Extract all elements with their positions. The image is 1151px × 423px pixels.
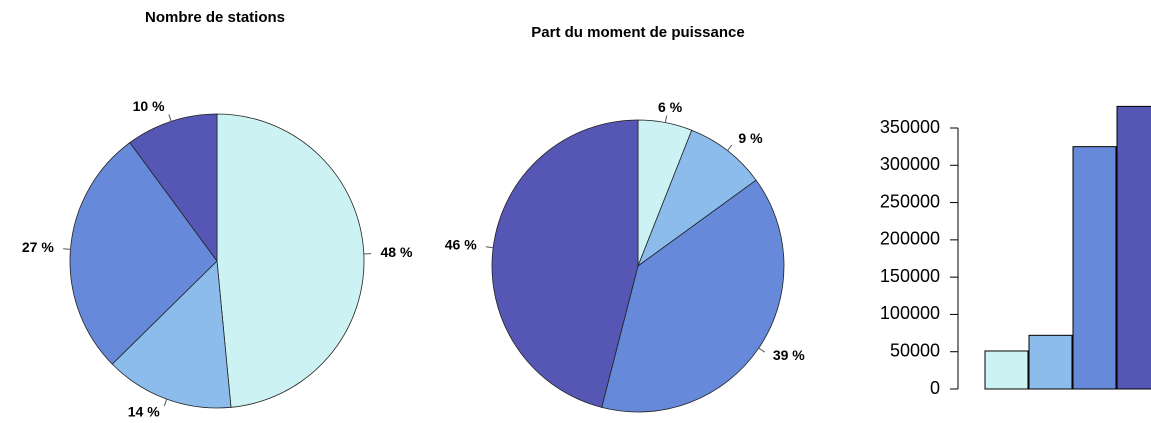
pie-slice (69, 142, 218, 365)
y-tick-label: 0 (930, 378, 940, 398)
pie-slice (601, 179, 785, 413)
data-label: 6 % (658, 99, 683, 115)
label-tick (664, 115, 668, 123)
bar (1028, 334, 1073, 390)
pie-slice (491, 119, 639, 408)
label-tick (485, 246, 494, 249)
data-label: 10 % (133, 98, 165, 114)
label-tick (758, 347, 766, 353)
y-tick-label: 250000 (880, 191, 940, 211)
data-label: 9 % (738, 130, 763, 146)
y-tick-label: 150000 (880, 266, 940, 286)
chart-title: Nombre de stations (145, 9, 285, 26)
pie-slice (129, 113, 218, 263)
y-tick-label: 200000 (880, 229, 940, 249)
data-label: 39 % (773, 347, 805, 363)
label-tick (168, 114, 172, 122)
y-tick-label: 100000 (880, 303, 940, 323)
bar (1072, 146, 1117, 390)
y-tick-label: 300000 (880, 154, 940, 174)
data-label: 46 % (445, 237, 477, 253)
data-label: 27 % (22, 239, 54, 255)
pie-slice (216, 113, 365, 408)
y-tick-label: 350000 (880, 117, 940, 137)
label-tick (163, 398, 168, 407)
bar (984, 350, 1029, 390)
label-tick (63, 248, 71, 250)
pie-slice (111, 260, 232, 409)
chart-title: Part du moment de puissance (531, 24, 744, 41)
data-label: 14 % (128, 404, 160, 420)
label-tick (727, 144, 733, 151)
pie-slice (637, 129, 757, 268)
bar (1116, 105, 1151, 390)
data-label: 48 % (381, 244, 413, 260)
y-tick-label: 50000 (890, 340, 940, 360)
